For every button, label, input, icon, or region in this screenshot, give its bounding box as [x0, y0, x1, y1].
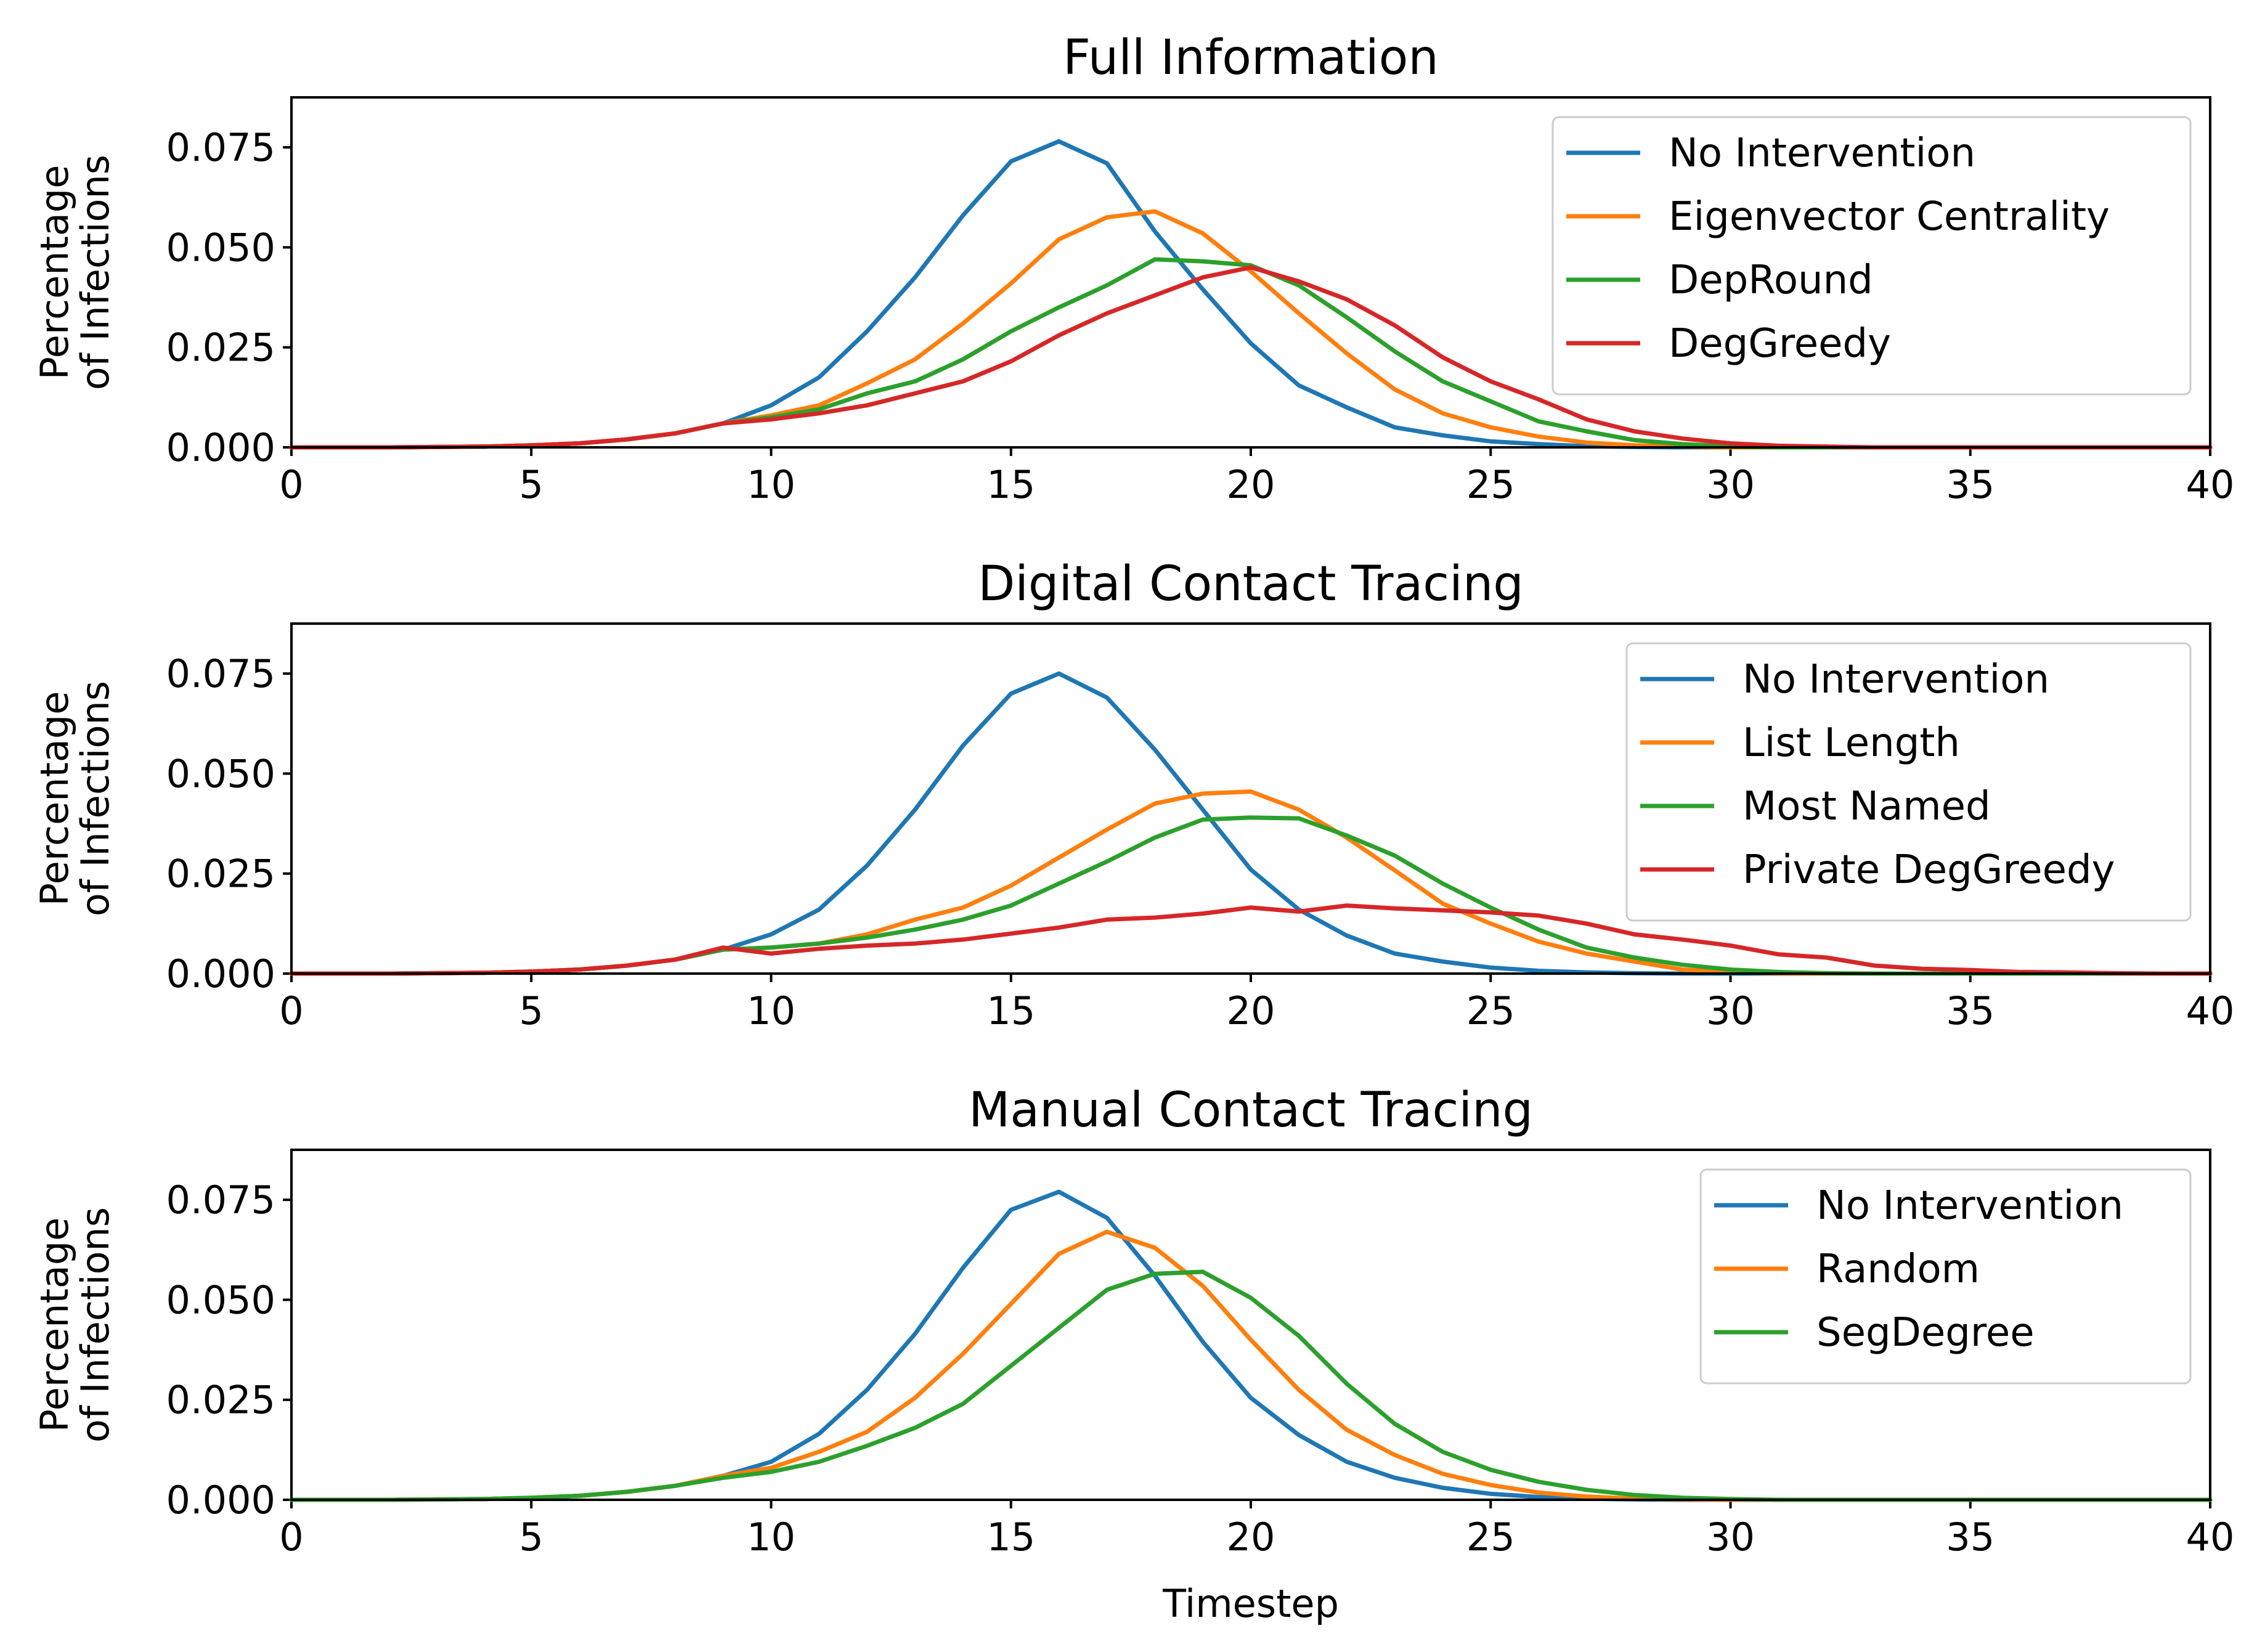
x-tick-label: 35 [1946, 462, 1995, 507]
legend-label: List Length [1743, 720, 1960, 766]
plot-area [290, 96, 2211, 449]
legend-label: Private DegGreedy [1743, 847, 2115, 893]
x-tick-label: 40 [2186, 462, 2235, 507]
x-tick-label: 15 [986, 462, 1035, 507]
y-tick-label: 0.075 [166, 1178, 276, 1223]
y-tick-label: 0.025 [166, 852, 276, 897]
x-tick-label: 10 [747, 462, 795, 507]
legend-label: DepRound [1669, 258, 1873, 303]
x-tick-label: 35 [1946, 1515, 1995, 1560]
legend-label: DegGreedy [1669, 321, 1891, 367]
y-tick-label: 0.075 [166, 651, 276, 696]
x-axis-label: Timestep [1162, 1581, 1339, 1626]
x-tick-label: 25 [1466, 1515, 1515, 1560]
x-tick-label: 0 [279, 462, 303, 507]
x-tick-label: 15 [986, 988, 1035, 1033]
chart-title: Manual Contact Tracing [969, 1083, 1533, 1138]
legend-label: SegDegree [1816, 1310, 2035, 1356]
x-tick-label: 25 [1466, 462, 1515, 507]
y-axis-label: Percentage [32, 165, 77, 380]
x-tick-label: 30 [1706, 462, 1755, 507]
x-tick-label: 10 [747, 1515, 795, 1560]
x-tick-label: 5 [519, 988, 543, 1033]
legend-label: Random [1816, 1247, 1980, 1292]
x-tick-label: 30 [1706, 1515, 1755, 1560]
y-tick-label: 0.075 [166, 125, 276, 170]
legend: No Intervention Random SegDegree [1699, 1168, 2192, 1385]
x-tick-label: 15 [986, 1515, 1035, 1560]
legend: No Intervention Eigenvector Centrality Dep… [1551, 116, 2192, 396]
y-axis-label: Percentage [32, 691, 77, 906]
y-tick-label: 0.000 [166, 1478, 276, 1523]
x-tick-label: 20 [1227, 462, 1275, 507]
x-tick-label: 5 [519, 1515, 543, 1560]
x-tick-label: 20 [1227, 1515, 1275, 1560]
legend-label: No Intervention [1743, 657, 2049, 702]
y-axis-label: of Infections [73, 681, 118, 916]
y-tick-label: 0.050 [166, 225, 276, 270]
y-axis-label: Percentage [32, 1218, 77, 1433]
y-axis-label: of Infections [73, 155, 118, 390]
x-tick-label: 25 [1466, 988, 1515, 1033]
y-tick-label: 0.050 [166, 1277, 276, 1322]
legend: No Intervention List Length Most Named Priv… [1625, 642, 2192, 922]
plot-area [290, 1149, 2211, 1501]
x-tick-label: 35 [1946, 988, 1995, 1033]
chart-title: Digital Contact Tracing [978, 556, 1524, 612]
x-tick-label: 40 [2186, 1515, 2235, 1560]
x-tick-label: 5 [519, 462, 543, 507]
legend-frame [1551, 116, 2192, 396]
x-tick-label: 30 [1706, 988, 1755, 1033]
legend-frame [1699, 1168, 2192, 1385]
x-tick-label: 0 [279, 1515, 303, 1560]
x-tick-label: 20 [1227, 988, 1275, 1033]
x-tick-label: 10 [747, 988, 795, 1033]
x-tick-label: 40 [2186, 988, 2235, 1033]
y-tick-label: 0.000 [166, 951, 276, 996]
legend-label: Eigenvector Centrality [1669, 194, 2110, 240]
legend-label: Most Named [1743, 784, 1991, 829]
chart-title: Full Information [1063, 30, 1439, 86]
plot-area [290, 622, 2211, 975]
legend-label: No Intervention [1669, 131, 1975, 176]
series-line-private-deggreedy [289, 903, 2213, 976]
y-tick-label: 0.025 [166, 325, 276, 370]
y-tick-label: 0.050 [166, 751, 276, 796]
y-axis-label: of Infections [73, 1207, 118, 1442]
legend-label: No Intervention [1816, 1183, 2123, 1229]
y-tick-label: 0.025 [166, 1378, 276, 1423]
y-tick-label: 0.000 [166, 425, 276, 470]
legend-frame [1625, 642, 2192, 922]
x-tick-label: 0 [279, 988, 303, 1033]
